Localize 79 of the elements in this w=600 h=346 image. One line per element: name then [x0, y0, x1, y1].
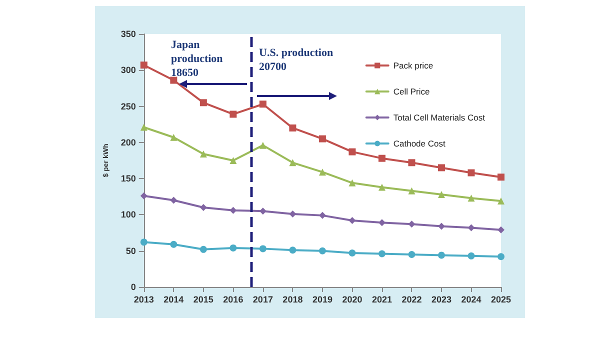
legend-label: Pack price — [393, 60, 434, 70]
point — [348, 179, 356, 186]
y-tick-label: 100 — [120, 210, 136, 220]
point — [408, 159, 416, 166]
point — [259, 100, 266, 108]
point — [140, 238, 148, 246]
point — [170, 76, 178, 84]
point — [438, 252, 445, 259]
x-tick-label: 2018 — [282, 294, 303, 304]
x-tick-label: 2020 — [342, 294, 362, 304]
legend-label: Total Cell Materials Cost — [393, 112, 486, 122]
point — [318, 135, 326, 142]
point — [348, 216, 356, 224]
y-tick-label: 250 — [120, 101, 136, 112]
point — [468, 252, 475, 260]
x-tick-label: 2013 — [134, 294, 154, 304]
point — [140, 124, 148, 131]
y-tick-label: 300 — [120, 65, 136, 76]
point — [438, 190, 445, 198]
point — [289, 246, 296, 254]
x-tick-label: 2021 — [372, 294, 392, 304]
point — [468, 224, 475, 232]
point — [408, 187, 416, 194]
point — [230, 157, 237, 164]
point — [408, 250, 416, 258]
point — [140, 192, 148, 200]
point — [438, 222, 445, 230]
y-tick-label: 200 — [120, 137, 136, 148]
point — [259, 245, 266, 252]
annotation: U.S. production 20700 — [259, 47, 336, 73]
point — [378, 219, 386, 226]
legend-label: Cell Price — [393, 86, 430, 96]
y-tick-label: 0 — [130, 282, 136, 292]
x-tick-label: 2016 — [223, 294, 244, 304]
point — [259, 208, 266, 215]
point — [200, 246, 207, 253]
point — [318, 247, 326, 254]
y-tick-label: 350 — [120, 29, 136, 39]
point — [289, 159, 296, 166]
x-tick-label: 2017 — [252, 294, 273, 304]
x-tick-label: 2023 — [431, 294, 452, 304]
point — [170, 196, 178, 204]
point — [408, 220, 416, 228]
point — [498, 226, 504, 234]
point — [318, 212, 326, 219]
point — [318, 168, 326, 176]
y-tick-label: 50 — [126, 246, 136, 256]
point — [378, 250, 386, 258]
point — [468, 194, 475, 202]
point — [378, 184, 386, 191]
point — [498, 197, 504, 204]
x-tick-label: 2022 — [402, 294, 422, 304]
y-tick-label: 150 — [120, 174, 136, 184]
annotation: Japan production 18650 — [171, 39, 226, 79]
x-tick-label: 2015 — [193, 294, 214, 304]
point — [289, 124, 296, 132]
point — [230, 110, 237, 118]
point — [438, 164, 445, 172]
point — [170, 240, 178, 248]
point — [378, 154, 386, 162]
point — [259, 142, 266, 149]
point — [140, 62, 148, 69]
point — [468, 169, 475, 176]
point — [200, 99, 207, 106]
x-tick-label: 2014 — [164, 294, 184, 304]
point — [289, 210, 296, 218]
point — [348, 148, 356, 156]
point — [498, 174, 504, 181]
point — [498, 253, 504, 260]
x-tick-label: 2025 — [490, 294, 512, 304]
x-tick-label: 2024 — [461, 294, 482, 304]
point — [348, 250, 356, 257]
point — [170, 134, 178, 141]
point — [230, 244, 237, 252]
point — [230, 206, 237, 214]
x-tick-label: 2019 — [312, 294, 332, 304]
legend-label: Cathode Cost — [393, 138, 446, 148]
point — [200, 150, 207, 158]
point — [200, 204, 207, 211]
